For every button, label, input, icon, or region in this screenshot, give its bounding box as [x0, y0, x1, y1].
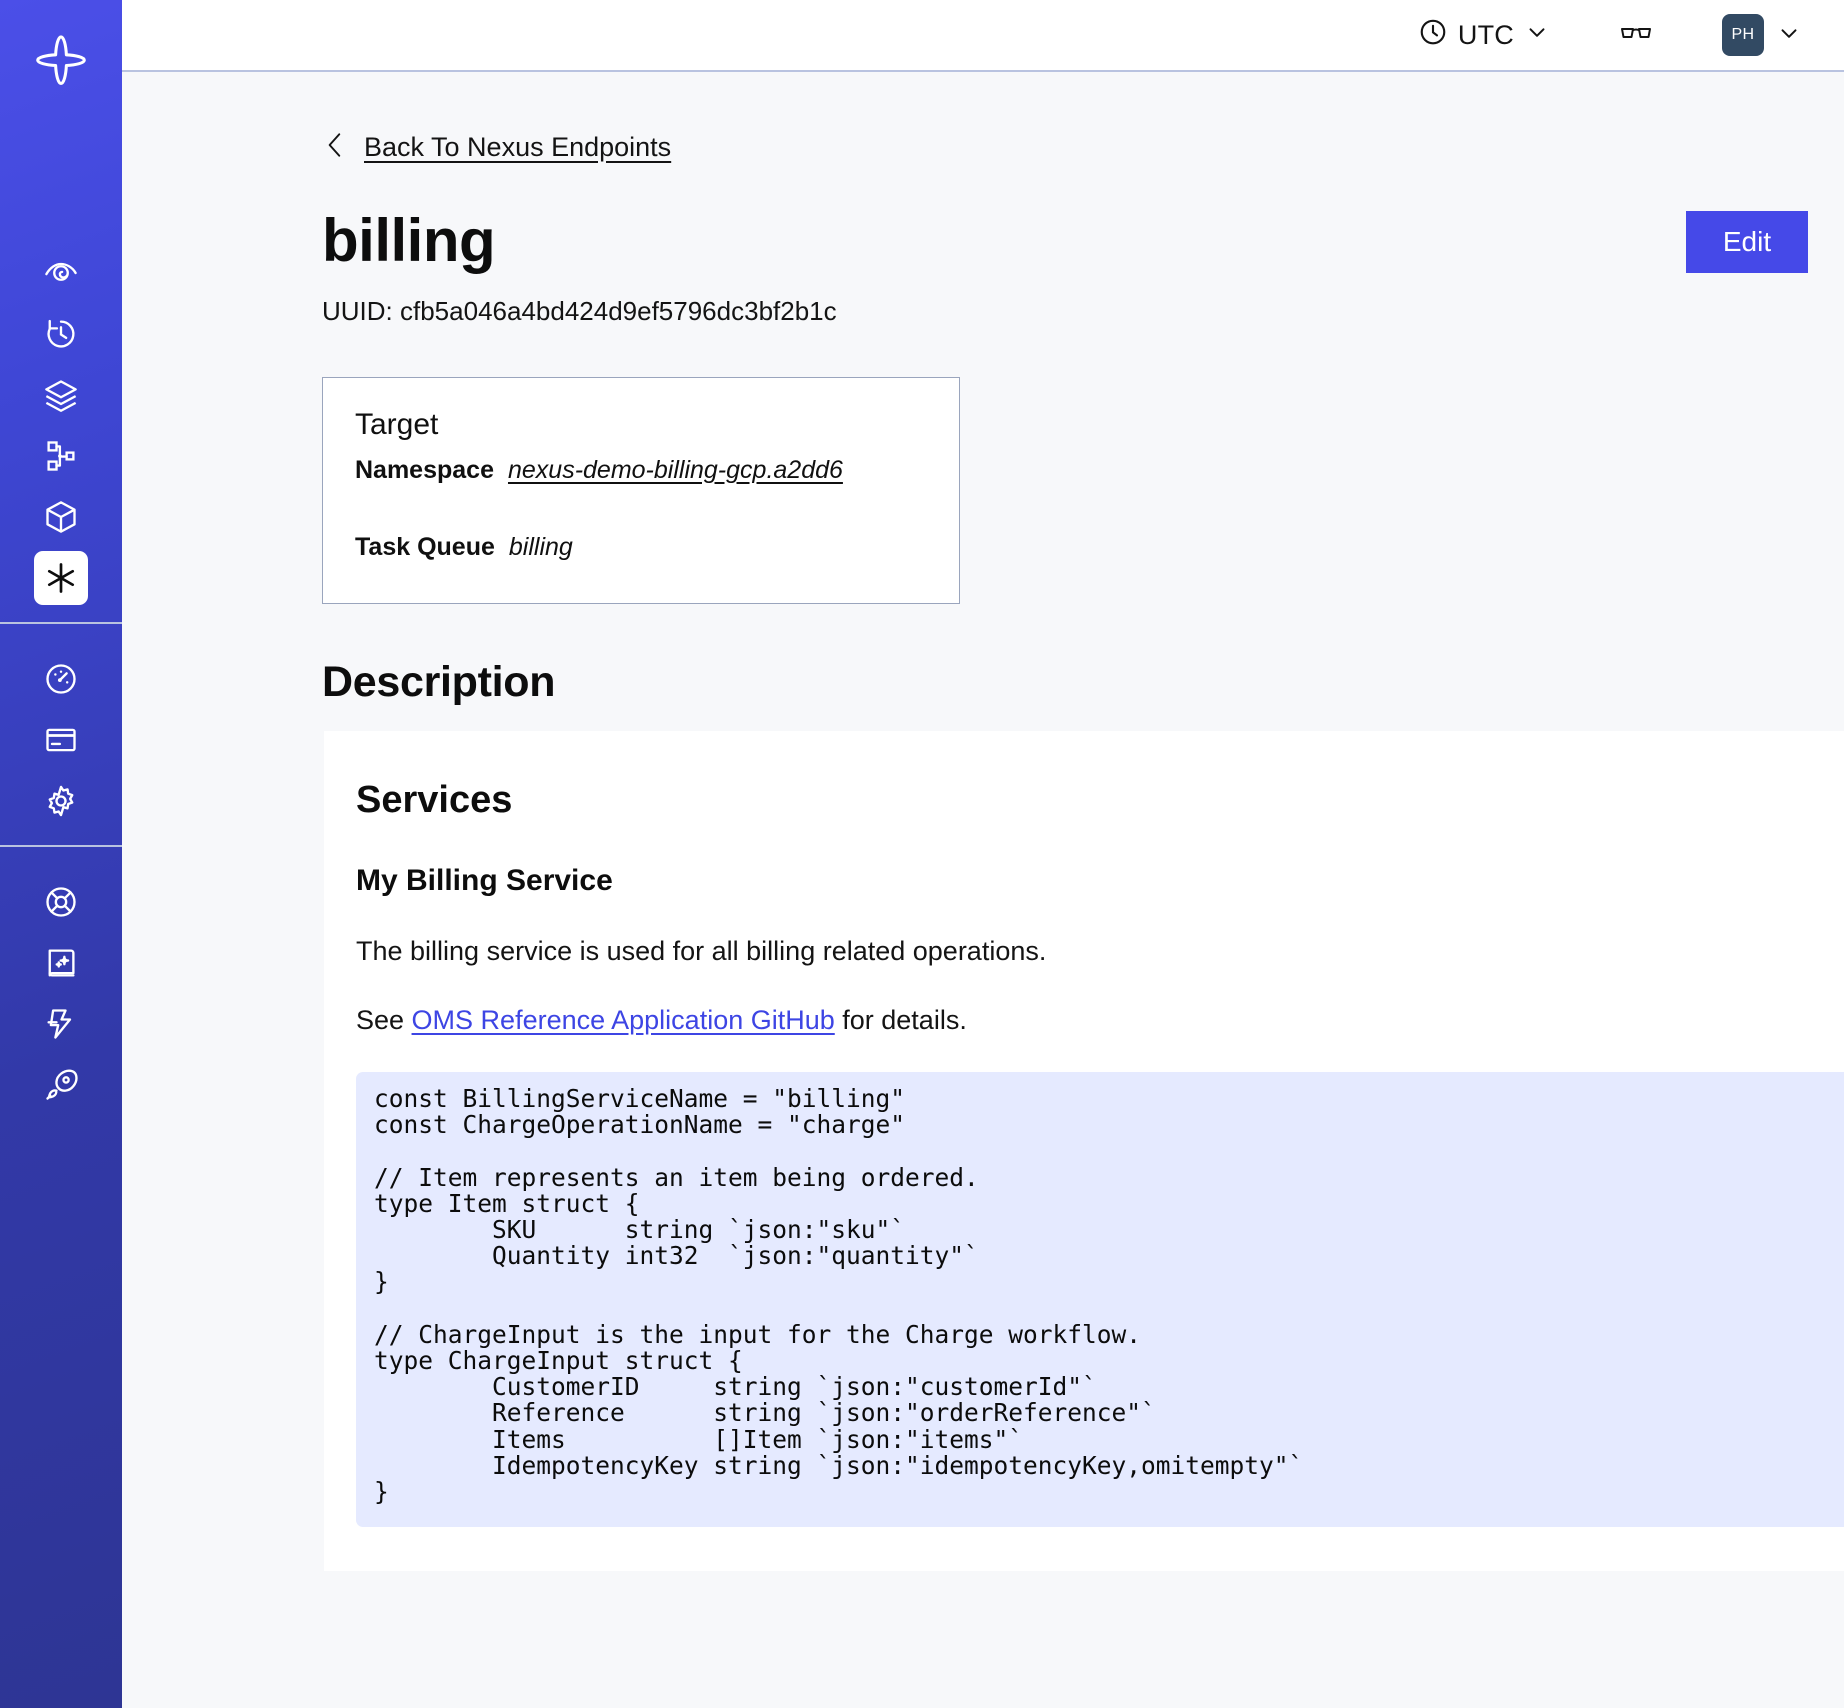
bolt-icon — [34, 997, 88, 1051]
sitemap-icon — [34, 429, 88, 483]
oms-github-link[interactable]: OMS Reference Application GitHub — [411, 1005, 835, 1035]
timezone-label: UTC — [1457, 19, 1514, 50]
timezone-selector[interactable]: UTC — [1418, 17, 1550, 54]
app-logo[interactable] — [0, 0, 122, 122]
credit-card-icon — [34, 713, 88, 767]
clock-icon — [1418, 17, 1448, 54]
target-namespace-row: Namespace nexus-demo-billing-gcp.a2dd6 — [355, 456, 959, 485]
gear-icon — [34, 774, 88, 828]
sidebar-item-settings[interactable] — [0, 770, 122, 831]
chevron-left-icon — [322, 130, 348, 165]
top-bar: UTC PH — [122, 0, 1844, 72]
sidebar-item-usage[interactable] — [0, 648, 122, 709]
target-heading: Target — [355, 408, 439, 441]
namespace-value-link[interactable]: nexus-demo-billing-gcp.a2dd6 — [507, 456, 843, 484]
book-spark-icon — [34, 936, 88, 990]
user-menu[interactable]: PH — [1722, 14, 1802, 56]
sidebar-item-billing[interactable] — [0, 709, 122, 770]
sidebar-divider-2 — [0, 845, 122, 847]
task-queue-value: billing — [508, 533, 573, 561]
description-paragraph: The billing service is used for all bill… — [356, 936, 1047, 966]
code-block: const BillingServiceName = "billing" con… — [356, 1072, 1844, 1528]
avatar: PH — [1722, 14, 1764, 56]
temporal-logo-icon — [33, 31, 89, 92]
breadcrumb-back-link[interactable]: Back To Nexus Endpoints — [122, 72, 671, 165]
main-area: UTC PH — [122, 0, 1844, 1708]
layers-icon — [34, 368, 88, 422]
namespace-label: Namespace — [355, 456, 494, 484]
sidebar-group-help — [0, 847, 122, 1129]
sidebar-item-schedules[interactable] — [0, 303, 122, 364]
sidebar-item-observability[interactable] — [0, 242, 122, 303]
page-content: Back To Nexus Endpoints billing Edit UUI… — [122, 72, 1844, 1708]
asterisk-icon — [34, 550, 88, 605]
description-heading: Description — [322, 658, 556, 706]
sidebar-item-docs[interactable] — [0, 932, 122, 993]
lifebuoy-icon — [34, 875, 88, 929]
eye-spiral-icon — [34, 246, 88, 300]
description-panel: Services My Billing Service The billing … — [324, 731, 1844, 1571]
sidebar-item-nexus[interactable] — [0, 547, 122, 608]
glasses-icon — [1616, 13, 1656, 58]
edit-button[interactable]: Edit — [1686, 211, 1808, 273]
chevron-down-icon — [1524, 19, 1550, 52]
back-link-label: Back To Nexus Endpoints — [364, 132, 672, 162]
sidebar-item-launch[interactable] — [0, 1054, 122, 1115]
sidebar-divider-1 — [0, 622, 122, 624]
sidebar-item-quickstart[interactable] — [0, 993, 122, 1054]
description-h2: Services — [356, 779, 513, 821]
see-prefix: See — [356, 1005, 412, 1035]
description-h3: My Billing Service — [356, 864, 613, 897]
chevron-down-icon — [1776, 20, 1802, 51]
sidebar-item-namespaces[interactable] — [0, 364, 122, 425]
gauge-icon — [34, 652, 88, 706]
task-queue-label: Task Queue — [355, 533, 495, 561]
sidebar-item-support[interactable] — [0, 871, 122, 932]
description-see-line: See OMS Reference Application GitHub for… — [356, 1005, 1844, 1036]
reading-mode-button[interactable] — [1616, 13, 1656, 58]
target-card: Target Namespace nexus-demo-billing-gcp.… — [322, 377, 960, 604]
see-suffix: for details. — [834, 1005, 967, 1035]
sidebar-item-workflows[interactable] — [0, 425, 122, 486]
cube-icon — [34, 490, 88, 544]
sidebar-item-deployments[interactable] — [0, 486, 122, 547]
page-header: billing Edit — [122, 165, 1844, 273]
target-task-queue-row: Task Queue billing — [355, 533, 959, 562]
page-title: billing — [322, 207, 496, 274]
clock-history-icon — [34, 307, 88, 361]
rocket-icon — [34, 1058, 88, 1112]
sidebar — [0, 0, 122, 1708]
endpoint-uuid: UUID: cfb5a046a4bd424d9ef5796dc3bf2b1c — [322, 296, 837, 326]
sidebar-group-account — [0, 624, 122, 845]
sidebar-group-primary — [0, 122, 122, 622]
